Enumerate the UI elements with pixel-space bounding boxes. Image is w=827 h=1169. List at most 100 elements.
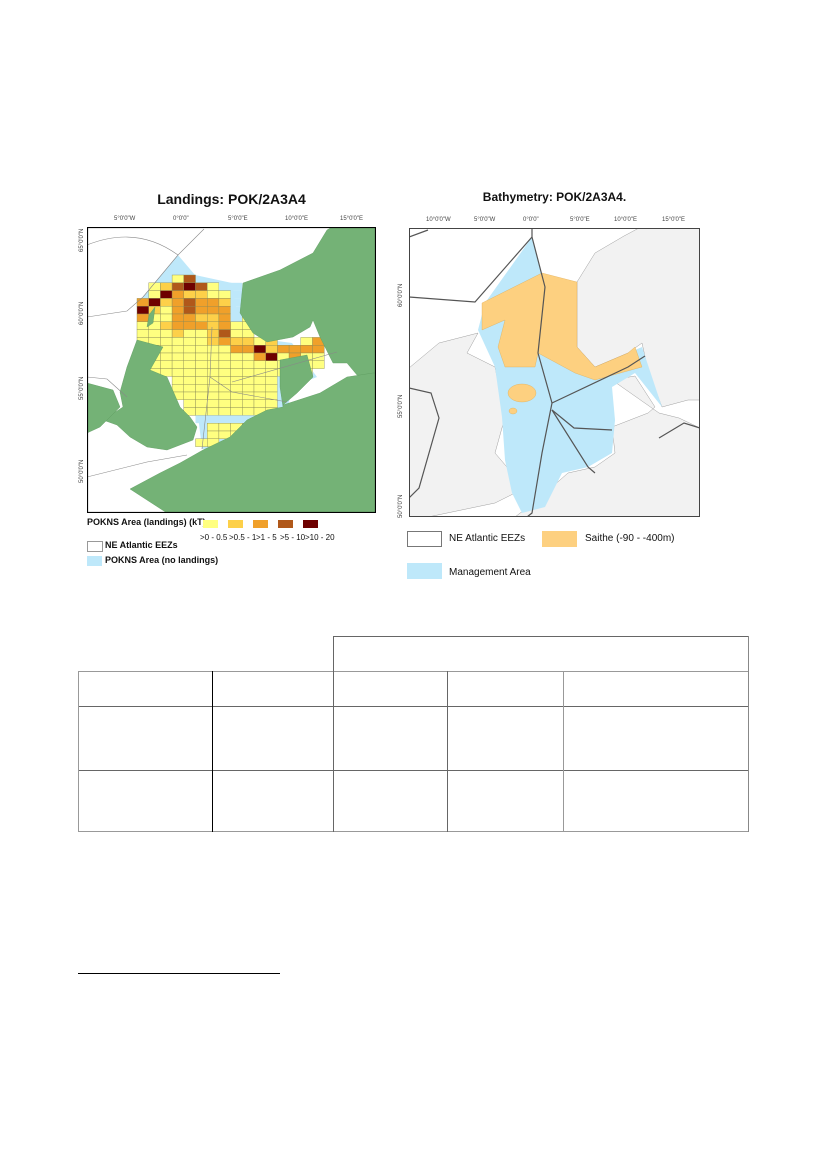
x-tick-label: 10°0'0"E <box>285 216 309 222</box>
landings-cell <box>288 344 302 354</box>
eez-lines <box>409 228 700 517</box>
landings-cell <box>183 313 196 323</box>
landings-cell <box>183 321 196 330</box>
landings-cell <box>171 282 184 291</box>
landings-cell <box>171 368 184 377</box>
landings-cell <box>195 391 208 401</box>
landings-cell <box>195 329 208 338</box>
x-tick-label: 5°0'0"W <box>114 216 136 222</box>
landings-cell <box>230 352 243 362</box>
landings-cell <box>195 376 208 385</box>
landings-cell <box>171 360 184 369</box>
landings-cell <box>136 321 149 330</box>
landings-cell <box>206 391 220 401</box>
landings-cell <box>195 298 208 307</box>
landings-cell <box>242 368 255 377</box>
eez-legend-swatch-right <box>407 531 442 547</box>
landings-cell <box>160 360 173 369</box>
no-landings-legend-label: POKNS Area (no landings) <box>105 555 219 565</box>
landings-cell <box>171 337 184 346</box>
eez-lines <box>87 228 338 478</box>
landings-cell <box>206 399 220 408</box>
landings-cell <box>218 422 231 432</box>
saithe-legend-label: Saithe (-90 - -400m) <box>585 533 675 544</box>
landings-cell <box>242 344 255 354</box>
landings-cell <box>183 383 196 393</box>
landings-cell <box>183 290 196 299</box>
landings-cell <box>160 352 173 362</box>
landings-map <box>87 227 376 513</box>
landings-cell <box>206 313 220 323</box>
landings-cell <box>171 298 184 307</box>
landings-cell <box>230 290 243 299</box>
landings-cell <box>253 344 266 354</box>
landings-cell <box>183 305 196 315</box>
landings-cell <box>183 282 196 291</box>
landings-cell <box>206 282 220 291</box>
landings-cell <box>195 290 208 299</box>
landings-cell <box>195 383 208 393</box>
landings-cell <box>242 337 255 346</box>
landings-cell <box>230 298 243 307</box>
landings-cell <box>312 360 325 369</box>
landings-cell <box>171 344 184 354</box>
landings-cell <box>183 329 196 338</box>
legend-swatch <box>253 520 268 528</box>
landings-cell <box>218 368 231 377</box>
landings-cell <box>206 321 220 330</box>
landings-cell <box>195 399 208 408</box>
landings-cell <box>183 360 196 369</box>
landings-cell <box>242 383 255 393</box>
landings-cell <box>206 422 220 432</box>
landings-cell <box>136 313 149 323</box>
y-tick-label: 60°0'0"N <box>79 301 85 325</box>
landings-cell <box>230 344 243 354</box>
x-tick-label: 15°0'0"E <box>662 217 686 223</box>
left-map-title: Landings: POK/2A3A4 <box>157 191 306 207</box>
landings-cell <box>218 344 231 354</box>
landings-cell <box>218 376 231 385</box>
landings-cell <box>171 313 184 323</box>
landings-cell <box>160 290 173 299</box>
landings-cell <box>206 329 220 338</box>
landings-cell <box>183 399 196 408</box>
eez-legend-label: NE Atlantic EEZs <box>105 540 178 550</box>
landings-cell <box>218 383 231 393</box>
britain-land <box>102 339 198 451</box>
landings-cell <box>195 352 208 362</box>
y-tick-label: 50°0'0"N <box>398 494 404 518</box>
x-tick-label: 5°0'0"E <box>570 217 590 223</box>
landings-cell <box>183 344 196 354</box>
y-tick-label: 55°0'0"N <box>398 394 404 418</box>
landings-cell <box>160 282 173 291</box>
y-tick-label: 55°0'0"N <box>79 376 85 400</box>
landings-cell <box>136 305 149 315</box>
landings-cell <box>218 407 231 416</box>
eez-legend-swatch <box>87 541 103 552</box>
landings-cell <box>206 430 220 440</box>
landings-cell <box>206 360 220 369</box>
landings-cell <box>218 321 231 330</box>
landings-cell <box>242 407 255 416</box>
legend-class-label: >10 - 20 <box>305 533 335 542</box>
legend-swatch <box>203 520 218 528</box>
legend-swatch <box>278 520 293 528</box>
landings-cell <box>218 282 231 291</box>
landings-cell <box>195 337 208 346</box>
landings-cell <box>183 352 196 362</box>
landings-cell <box>312 352 325 362</box>
landings-cell <box>218 391 231 401</box>
landings-cell <box>242 352 255 362</box>
landings-cell <box>206 344 220 354</box>
x-tick-label: 10°0'0"E <box>614 217 638 223</box>
landings-cell <box>253 383 266 393</box>
landings-cell <box>171 352 184 362</box>
landings-cell <box>230 415 243 424</box>
landings-cell <box>195 344 208 354</box>
landings-cell <box>253 360 266 369</box>
landings-cell <box>206 407 220 416</box>
continent-land <box>129 354 376 513</box>
landings-cell <box>171 383 184 393</box>
landings-cell <box>171 290 184 299</box>
x-tick-label: 5°0'0"W <box>474 217 496 223</box>
